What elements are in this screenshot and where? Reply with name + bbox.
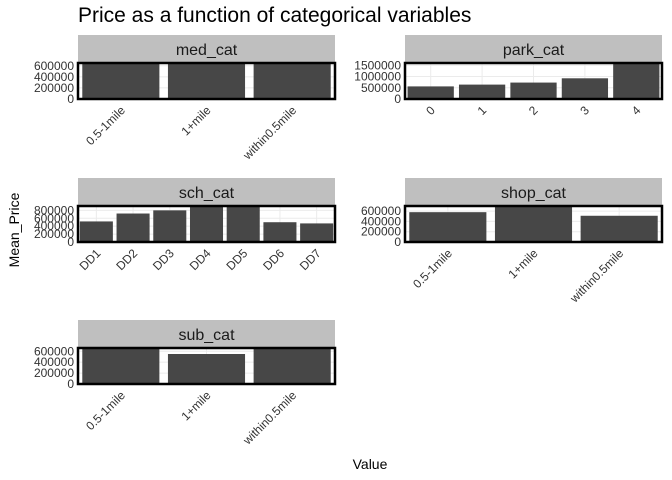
panel-border xyxy=(403,204,664,244)
y-tick-label: 0 xyxy=(67,92,74,106)
y-tick-label: 600000 xyxy=(34,344,74,358)
x-tick-label: DD3 xyxy=(150,246,177,273)
bar-within0.5mile xyxy=(253,348,331,384)
bar-DD7 xyxy=(300,223,334,242)
panel-border xyxy=(76,204,337,244)
y-axis-title: Mean_Price xyxy=(6,192,22,267)
y-tick-label: 200000 xyxy=(34,227,74,241)
facet-strip xyxy=(78,35,335,62)
x-tick-label: DD7 xyxy=(297,246,324,273)
x-tick-label: 0.5-1mile xyxy=(83,103,128,148)
y-tick-label: 1000000 xyxy=(354,70,401,84)
panel-border xyxy=(76,61,337,101)
x-tick-label: within0.5mile xyxy=(567,246,627,306)
y-tick-label: 0 xyxy=(394,235,401,249)
y-tick-label: 400000 xyxy=(361,214,401,228)
bar-within0.5mile xyxy=(253,63,331,99)
facet-strip xyxy=(78,320,335,347)
y-tick-label: 200000 xyxy=(34,81,74,95)
y-tick-label: 400000 xyxy=(34,70,74,84)
bar-0.5-1mile xyxy=(82,348,160,384)
x-tick-label: 0.5-1mile xyxy=(83,388,128,433)
facet-strip-label: shop_cat xyxy=(501,185,566,202)
facet-strip-label: sch_cat xyxy=(179,185,235,202)
y-tick-label: 500000 xyxy=(361,81,401,95)
facet-strip-label: med_cat xyxy=(176,42,238,59)
y-tick-label: 600000 xyxy=(34,59,74,73)
x-tick-label: 1+mile xyxy=(178,103,213,138)
bar-DD1 xyxy=(79,221,113,242)
y-tick-label: 0 xyxy=(394,92,401,106)
bar-0.5-1mile xyxy=(409,212,487,242)
bar-DD5 xyxy=(226,206,260,242)
bar-1 xyxy=(458,84,506,99)
x-tick-label: DD5 xyxy=(223,246,250,273)
facet-strip-label: sub_cat xyxy=(178,327,235,344)
bar-within0.5mile xyxy=(580,215,658,242)
y-tick-label: 200000 xyxy=(34,366,74,380)
y-tick-label: 400000 xyxy=(34,355,74,369)
bar-DD2 xyxy=(116,213,150,242)
y-tick-label: 800000 xyxy=(34,203,74,217)
x-tick-label: DD1 xyxy=(77,246,104,273)
bar-DD3 xyxy=(153,210,187,242)
bar-1+mile xyxy=(494,206,573,242)
x-tick-label: 4 xyxy=(629,103,644,118)
x-tick-label: 1+mile xyxy=(178,388,213,423)
x-tick-label: 1+mile xyxy=(505,246,540,281)
facet-strip xyxy=(405,35,662,62)
x-tick-label: DD2 xyxy=(113,246,140,273)
y-tick-label: 1500000 xyxy=(354,58,401,72)
facet-strip xyxy=(78,178,335,205)
x-tick-label: DD4 xyxy=(187,246,214,273)
bar-1+mile xyxy=(167,63,246,99)
x-tick-label: DD6 xyxy=(260,246,287,273)
x-tick-label: 1 xyxy=(475,103,490,118)
bar-1+mile xyxy=(167,354,246,384)
x-tick-label: 3 xyxy=(577,103,592,118)
x-tick-label: 0.5-1mile xyxy=(410,246,455,291)
bar-2 xyxy=(510,82,557,99)
x-tick-label: 0 xyxy=(423,103,438,118)
y-tick-label: 600000 xyxy=(34,211,74,225)
chart-title: Price as a function of categorical varia… xyxy=(78,4,471,27)
bar-DD4 xyxy=(189,206,224,242)
panel-border xyxy=(76,346,337,386)
y-tick-label: 0 xyxy=(67,235,74,249)
y-tick-label: 200000 xyxy=(361,225,401,239)
y-tick-label: 600000 xyxy=(361,204,401,218)
panel-border xyxy=(403,61,664,101)
x-tick-label: 2 xyxy=(526,103,541,118)
x-axis-title: Value xyxy=(353,456,388,472)
bar-0 xyxy=(407,86,454,99)
facet-strip-label: park_cat xyxy=(503,42,565,59)
y-tick-label: 400000 xyxy=(34,219,74,233)
bar-0.5-1mile xyxy=(82,63,160,99)
y-tick-label: 0 xyxy=(67,377,74,391)
facet-strip xyxy=(405,178,662,205)
x-tick-label: within0.5mile xyxy=(240,388,300,448)
bar-3 xyxy=(561,78,609,99)
bar-DD6 xyxy=(263,222,297,242)
bar-4 xyxy=(613,63,660,99)
x-tick-label: within0.5mile xyxy=(240,103,300,163)
